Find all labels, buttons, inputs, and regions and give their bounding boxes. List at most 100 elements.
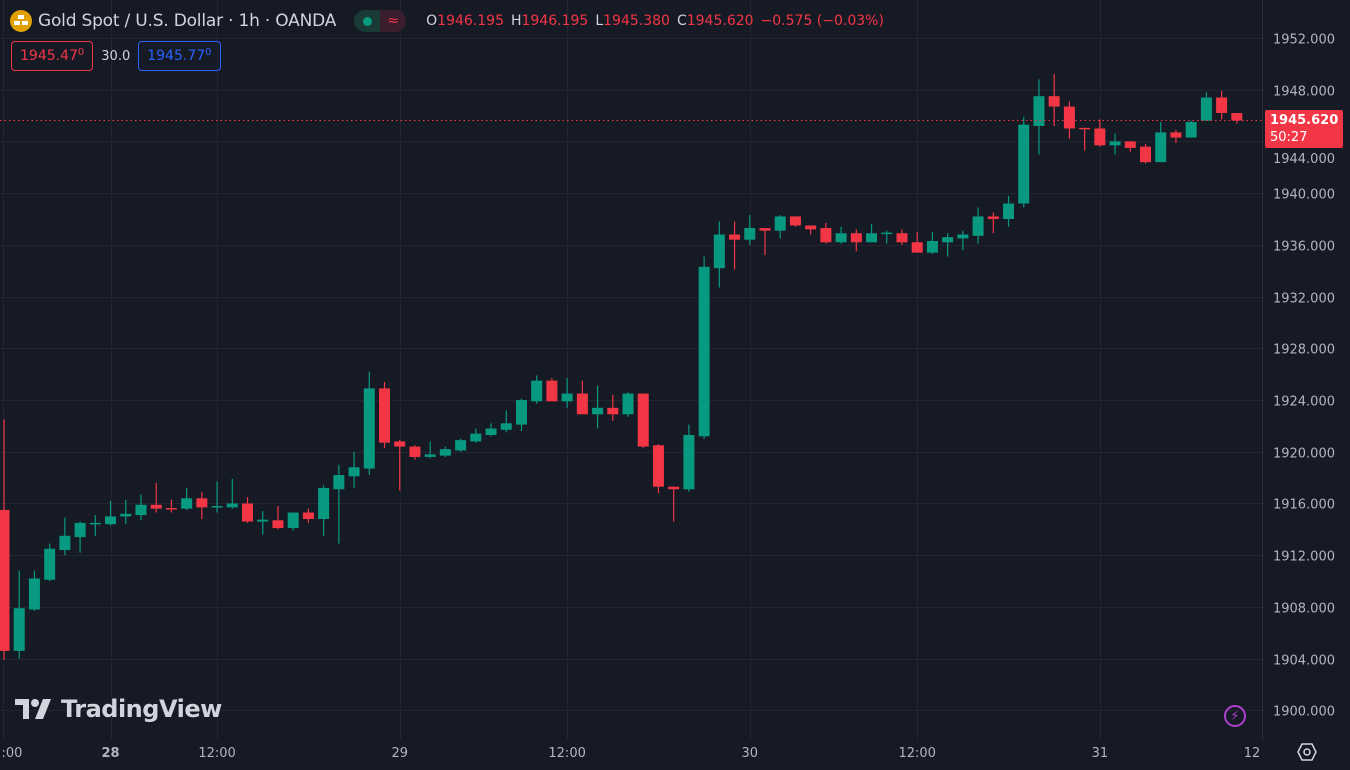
candle-up [13,570,25,659]
candle-body [835,233,847,243]
candle-up [1003,195,1015,227]
candle-down [1063,101,1075,139]
candle-down [1124,141,1136,152]
candle-up [500,410,512,433]
ohlc-low: 1945.380 [603,13,670,29]
candle-body [1109,141,1121,146]
grid-lines [0,0,1262,740]
candle-body [668,486,680,490]
candle-up [439,446,451,457]
candle-up [835,226,847,244]
candle-body [622,393,634,415]
time-tick-label: 12 [1244,746,1261,761]
candle-body [226,503,238,508]
candle-down [1094,119,1106,147]
candle-body [1185,122,1197,138]
candle-body [302,512,314,519]
candle-body [135,504,147,516]
candle-down [165,499,177,513]
candle-body [774,216,786,231]
buy-price-sup: 0 [205,46,212,58]
candle-body [394,441,406,447]
candle-body [683,434,695,490]
buy-price: 1945.77 [147,48,206,64]
candle-up [957,230,969,251]
candle-down [196,491,208,519]
candle-body [1140,146,1151,163]
candle-body [592,407,604,415]
price-tick-label: 1948.000 [1273,85,1335,100]
candle-body [698,266,710,437]
symbol-title[interactable]: Gold Spot / U.S. Dollar · 1h · OANDA [38,11,337,31]
price-tick-label: 1912.000 [1273,550,1335,565]
candle-body [196,498,208,508]
time-tick-label: 12:00 [548,746,585,761]
tradingview-logo[interactable]: TradingView [15,695,222,723]
candle-up [515,398,527,432]
tradingview-logo-icon [15,699,51,719]
candle-down [379,381,390,448]
symbol-header: Gold Spot / U.S. Dollar · 1h · OANDA ≈ O… [10,8,884,34]
candle-body [1216,97,1228,113]
candle-body [1018,124,1030,204]
candle-body [1063,106,1075,129]
candle-up [485,423,497,437]
candle-down [759,228,771,256]
candle-body [120,513,132,517]
price-tick-label: 1952.000 [1273,33,1335,48]
time-tick-label: 12:00 [898,746,935,761]
candle-up [972,207,984,244]
candle-up [44,543,56,582]
candle-body [455,440,467,451]
candle-up [1155,122,1167,163]
price-axis[interactable]: 1952.000 1948.000 1944.000 1940.000 1936.000… [1273,33,1335,720]
candle-body [926,241,938,253]
candle-down [302,508,314,523]
candle-body [44,548,56,580]
time-axis[interactable]: :00 28 12:00 29 12:00 30 12:00 31 12 [2,746,1261,761]
candle-up [531,375,543,404]
status-dot-icon [354,10,381,32]
candle-up [470,428,482,443]
candle-body [576,393,588,415]
candle-up [592,385,604,429]
status-toggle[interactable]: ≈ [354,10,407,32]
candle-up [713,221,725,288]
price-tick-label: 1936.000 [1273,240,1335,255]
candle-up [561,378,573,408]
candle-body [1033,96,1045,126]
ohlc-readout: O1946.195 H1946.195 L1945.380 C1945.620 … [426,13,884,29]
candle-up [105,500,117,526]
candle-body [820,228,832,243]
candle-down [668,486,680,522]
candle-body [333,475,345,490]
candle-body [561,393,573,402]
candle-down [987,212,999,234]
candle-down [1048,74,1060,126]
candle-body [1094,128,1106,146]
ohlc-key: C [676,13,687,29]
time-tick-label: 12:00 [198,746,235,761]
buy-button[interactable]: 1945.77 0 [138,41,221,71]
candle-up [287,512,299,531]
candle-body [1200,97,1212,121]
candle-up [942,233,954,257]
candle-body [1231,113,1243,121]
sell-button[interactable]: 1945.47 0 [11,41,94,71]
last-price: 1945.620 [1270,113,1339,128]
candle-down [1140,144,1151,164]
candle-down [394,440,406,491]
candle-up [363,371,375,476]
candle-up [333,464,345,544]
settings-hexagon-icon[interactable] [1297,742,1317,766]
candle-body [987,216,999,220]
candle-up [348,451,360,488]
lightning-icon[interactable]: ⚡ [1224,705,1246,727]
price-tick-label: 1932.000 [1273,292,1335,307]
candle-body [287,512,299,529]
candle-body [59,535,71,551]
candle-body [744,228,756,240]
price-tick-label: 1900.000 [1273,705,1335,720]
candle-body [500,423,512,430]
